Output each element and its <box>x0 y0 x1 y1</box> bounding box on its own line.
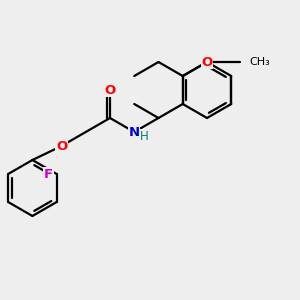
Text: N: N <box>129 125 140 139</box>
Text: O: O <box>56 140 67 152</box>
Text: H: H <box>140 130 148 142</box>
Text: CH₃: CH₃ <box>249 57 270 67</box>
Text: O: O <box>201 56 213 68</box>
Text: O: O <box>104 83 116 97</box>
Text: F: F <box>44 167 53 181</box>
